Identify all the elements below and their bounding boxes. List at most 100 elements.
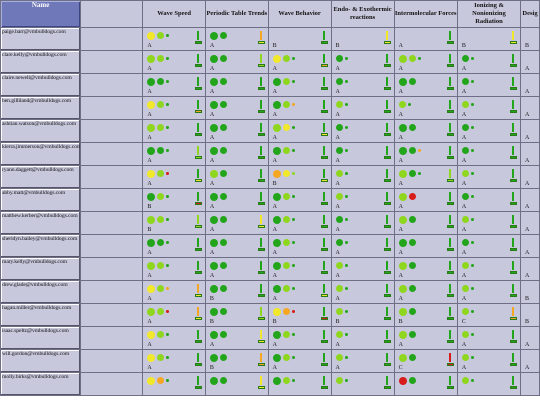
score-cell[interactable]: A (456, 96, 522, 120)
score-cell[interactable] (267, 372, 332, 396)
score-cell[interactable]: A (330, 211, 395, 235)
score-cell[interactable]: A (330, 280, 395, 304)
student-email-cell[interactable]: will.gordon@vmbulldogs.com (0, 349, 82, 373)
name-column-header[interactable]: Name (0, 0, 82, 28)
score-cell[interactable]: B (267, 303, 332, 327)
score-cell[interactable]: A (520, 96, 540, 120)
table-row[interactable]: paige.barr@vmbulldogs.com A A B B A B B (0, 27, 540, 51)
score-cell[interactable]: A (142, 27, 206, 51)
student-email-cell[interactable]: mary.kelly@vmbulldogs.com (0, 257, 82, 281)
score-cell[interactable]: A (330, 326, 395, 350)
score-cell[interactable]: A (204, 165, 269, 189)
table-row[interactable]: will.gordon@vmbulldogs.com A B A A C A A (0, 349, 540, 373)
table-row[interactable]: claire.newell@vmbulldogs.com A A A A A A A (0, 73, 540, 97)
score-cell[interactable]: A (330, 257, 395, 281)
score-cell[interactable]: A (142, 234, 206, 258)
score-cell[interactable]: A (393, 188, 458, 212)
score-cell[interactable]: A (393, 27, 458, 51)
score-cell[interactable]: A (267, 280, 332, 304)
score-cell[interactable]: A (267, 349, 332, 373)
score-cell[interactable]: A (142, 257, 206, 281)
score-cell[interactable]: A (204, 257, 269, 281)
score-cell[interactable]: A (393, 234, 458, 258)
score-cell[interactable]: B (520, 280, 540, 304)
score-cell[interactable]: B (142, 211, 206, 235)
table-row[interactable]: molly.birks@vmbulldogs.com (0, 372, 540, 396)
score-cell[interactable]: B (456, 27, 522, 51)
score-cell[interactable]: B (204, 303, 269, 327)
score-cell[interactable]: A (393, 50, 458, 74)
score-cell[interactable]: A (456, 280, 522, 304)
score-cell[interactable]: A (393, 142, 458, 166)
score-cell[interactable]: B (142, 188, 206, 212)
score-cell[interactable]: A (520, 142, 540, 166)
score-cell[interactable]: A (204, 27, 269, 51)
score-cell[interactable] (204, 372, 269, 396)
table-row[interactable]: ashtian.watson@vmbulldogs.com A A A A A A A (0, 119, 540, 143)
score-cell[interactable]: A (393, 73, 458, 97)
score-cell[interactable]: A (456, 211, 522, 235)
score-cell[interactable]: A (330, 96, 395, 120)
score-cell[interactable]: A (520, 119, 540, 143)
student-email-cell[interactable]: kierra.jimmerson@vmbulldogs.com (0, 142, 82, 166)
score-cell[interactable]: A (330, 142, 395, 166)
topic-header-wave-behavior[interactable]: Wave Behavior (267, 0, 332, 28)
topic-header-wave-speed[interactable]: Wave Speed (142, 0, 206, 28)
score-cell[interactable]: A (393, 96, 458, 120)
score-cell[interactable]: A (456, 50, 522, 74)
score-cell[interactable]: A (142, 50, 206, 74)
score-cell[interactable]: A (267, 73, 332, 97)
table-row[interactable]: hagan.miller@vmbulldogs.com A B B B B C B (0, 303, 540, 327)
score-cell[interactable]: A (456, 165, 522, 189)
score-cell[interactable]: A (520, 257, 540, 281)
score-cell[interactable]: A (267, 211, 332, 235)
score-cell[interactable] (142, 372, 206, 396)
topic-header-intermolecular-forces[interactable]: Intermolecular Forces (393, 0, 458, 28)
score-cell[interactable]: A (456, 73, 522, 97)
topic-header-endo-exothermic[interactable]: Endo- & Exothermic reactions (330, 0, 395, 28)
score-cell[interactable]: A (520, 234, 540, 258)
score-cell[interactable]: A (204, 234, 269, 258)
score-cell[interactable]: A (330, 234, 395, 258)
score-cell[interactable]: B (267, 165, 332, 189)
topic-header-radiation[interactable]: Ionizing & Nonionizing Radiation (456, 0, 522, 28)
score-cell[interactable]: B (330, 303, 395, 327)
score-cell[interactable]: B (267, 27, 332, 51)
score-cell[interactable]: A (520, 326, 540, 350)
score-cell[interactable]: A (456, 188, 522, 212)
score-cell[interactable]: B (393, 303, 458, 327)
table-row[interactable]: drew.glade@vmbulldogs.com A B A A A A B (0, 280, 540, 304)
score-cell[interactable]: A (204, 142, 269, 166)
score-cell[interactable] (330, 372, 395, 396)
score-cell[interactable]: A (520, 50, 540, 74)
score-cell[interactable]: A (393, 280, 458, 304)
score-cell[interactable]: A (267, 188, 332, 212)
student-email-cell[interactable]: sheridyn.bailey@vmbulldogs.com (0, 234, 82, 258)
table-row[interactable]: clare.kelly@vmbulldogs.com A A A A A A A (0, 50, 540, 74)
table-row[interactable]: mary.kelly@vmbulldogs.com A A A A A A A (0, 257, 540, 281)
score-cell[interactable]: A (456, 257, 522, 281)
score-cell[interactable]: A (142, 303, 206, 327)
score-cell[interactable]: A (520, 211, 540, 235)
student-email-cell[interactable]: hagan.miller@vmbulldogs.com (0, 303, 82, 327)
student-email-cell[interactable]: claire.newell@vmbulldogs.com (0, 73, 82, 97)
score-cell[interactable]: A (204, 96, 269, 120)
score-cell[interactable] (456, 372, 522, 396)
score-cell[interactable]: A (330, 165, 395, 189)
score-cell[interactable]: A (204, 50, 269, 74)
score-cell[interactable]: A (267, 142, 332, 166)
score-cell[interactable]: A (142, 349, 206, 373)
table-row[interactable]: ben.gilliland@vmbulldogs.com A A A A A A A (0, 96, 540, 120)
score-cell[interactable]: A (330, 349, 395, 373)
score-cell[interactable]: A (204, 73, 269, 97)
score-cell[interactable]: B (330, 27, 395, 51)
score-cell[interactable]: A (204, 326, 269, 350)
score-cell[interactable]: A (204, 119, 269, 143)
score-cell[interactable]: A (520, 188, 540, 212)
table-row[interactable]: matthew.kerber@vmbulldogs.com B A A A A A A (0, 211, 540, 235)
student-email-cell[interactable]: clare.kelly@vmbulldogs.com (0, 50, 82, 74)
student-email-cell[interactable]: matthew.kerber@vmbulldogs.com (0, 211, 82, 235)
student-email-cell[interactable]: drew.glade@vmbulldogs.com (0, 280, 82, 304)
score-cell[interactable]: B (520, 303, 540, 327)
score-cell[interactable]: A (393, 211, 458, 235)
